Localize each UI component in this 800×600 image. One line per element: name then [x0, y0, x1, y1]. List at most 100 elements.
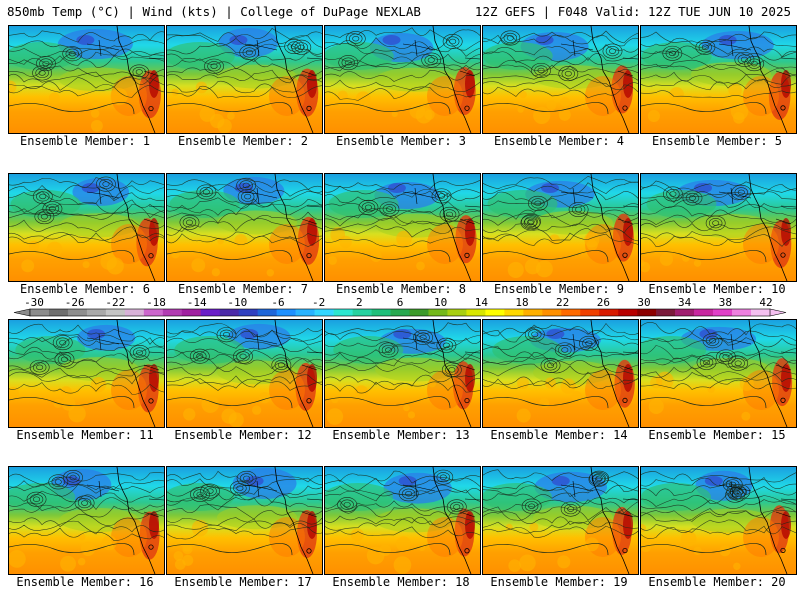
ensemble-map-panel	[166, 25, 323, 134]
colorbar-tick-label: -2	[312, 296, 325, 309]
ensemble-member-label: Ensemble Member: 19	[490, 575, 628, 589]
colorbar-tick-label: -14	[187, 296, 207, 309]
ensemble-member-label: Ensemble Member: 9	[493, 282, 625, 296]
colorbar-swatch	[67, 309, 88, 316]
colorbar-tick-label: 30	[637, 296, 650, 309]
ensemble-map-panel	[166, 319, 323, 428]
colorbar-tick-label: -6	[271, 296, 284, 309]
temperature-wind-map	[325, 26, 480, 133]
colorbar-tick-label: 42	[759, 296, 772, 309]
temperature-wind-map	[641, 320, 796, 427]
colorbar-left-arrow	[13, 308, 31, 317]
colorbar-swatch	[580, 309, 600, 316]
colorbar-swatch	[732, 309, 752, 316]
ensemble-map-panel	[8, 173, 165, 282]
colorbar-swatch	[523, 309, 543, 316]
colorbar-swatch	[143, 309, 164, 316]
colorbar-swatch	[504, 309, 524, 316]
colorbar-swatch	[656, 309, 676, 316]
colorbar-swatch	[428, 309, 448, 316]
ensemble-member-label: Ensemble Member: 3	[335, 134, 467, 148]
temperature-wind-map	[483, 320, 638, 427]
ensemble-member-label: Ensemble Member: 15	[648, 428, 786, 442]
ensemble-member-label: Ensemble Member: 7	[177, 282, 309, 296]
ensemble-map-panel	[482, 173, 639, 282]
colorbar-swatch	[371, 309, 391, 316]
temperature-wind-map	[325, 320, 480, 427]
ensemble-map-panel	[324, 466, 481, 575]
colorbar-tick-label: 18	[515, 296, 528, 309]
colorbar-swatch	[751, 309, 771, 316]
colorbar-swatch	[48, 309, 69, 316]
colorbar-tick-label: 10	[434, 296, 447, 309]
colorbar-swatch	[447, 309, 467, 316]
header-right-title: 12Z GEFS | F048 Valid: 12Z TUE JUN 10 20…	[474, 4, 791, 19]
colorbar-swatch	[390, 309, 410, 316]
ensemble-map-panel	[166, 173, 323, 282]
temperature-wind-map	[641, 26, 796, 133]
colorbar-swatch	[675, 309, 695, 316]
temperature-wind-map	[9, 467, 164, 574]
ensemble-member-label: Ensemble Member: 10	[648, 282, 786, 296]
temperature-wind-map	[483, 174, 638, 281]
colorbar-swatch	[295, 309, 315, 316]
ensemble-member-label: Ensemble Member: 2	[177, 134, 309, 148]
temperature-wind-map	[167, 320, 322, 427]
ensemble-map-panel	[482, 319, 639, 428]
temperature-colorbar: -30 -26 -22 -18 -14 -10 -6 -2 2 6 10 14 18 22 26 30 34 38…	[13, 296, 787, 317]
ensemble-map-panel	[640, 319, 797, 428]
colorbar-right-arrow	[769, 308, 787, 317]
colorbar-swatch	[219, 309, 240, 316]
ensemble-map-panel	[640, 466, 797, 575]
ensemble-member-label: Ensemble Member: 17	[174, 575, 312, 589]
temperature-wind-map	[167, 174, 322, 281]
colorbar-swatch	[105, 309, 126, 316]
colorbar-swatch	[599, 309, 619, 316]
colorbar-swatch	[200, 309, 221, 316]
colorbar-swatch	[409, 309, 429, 316]
ensemble-map-panel	[324, 25, 481, 134]
colorbar-tick-label: -22	[105, 296, 125, 309]
ensemble-member-label: Ensemble Member: 12	[174, 428, 312, 442]
ensemble-map-panel	[8, 25, 165, 134]
temperature-wind-map	[167, 467, 322, 574]
ensemble-member-label: Ensemble Member: 4	[493, 134, 625, 148]
temperature-wind-map	[483, 26, 638, 133]
colorbar-swatch	[162, 309, 183, 316]
ensemble-map-panel	[640, 173, 797, 282]
colorbar-tick-label: -18	[146, 296, 166, 309]
colorbar-swatch	[314, 309, 334, 316]
colorbar-tick-label: 22	[556, 296, 569, 309]
colorbar-swatch	[542, 309, 562, 316]
colorbar-tick-label: -26	[65, 296, 85, 309]
ensemble-map-panel	[8, 319, 165, 428]
ensemble-map-panel	[8, 466, 165, 575]
temperature-wind-map	[325, 174, 480, 281]
colorbar-swatch	[333, 309, 353, 316]
colorbar-swatch	[276, 309, 296, 316]
ensemble-map-panel	[482, 466, 639, 575]
colorbar-swatch	[30, 309, 50, 316]
colorbar-swatch	[713, 309, 733, 316]
temperature-wind-map	[9, 174, 164, 281]
ensemble-member-label: Ensemble Member: 13	[332, 428, 470, 442]
ensemble-member-label: Ensemble Member: 16	[16, 575, 154, 589]
ensemble-map-panel	[324, 173, 481, 282]
temperature-wind-map	[9, 26, 164, 133]
colorbar-tick-label: 2	[356, 296, 363, 309]
temperature-wind-map	[641, 467, 796, 574]
colorbar-swatch	[618, 309, 638, 316]
colorbar-swatch	[694, 309, 714, 316]
colorbar-tick-label: -30	[24, 296, 44, 309]
colorbar-swatch	[466, 309, 486, 316]
colorbar-swatch	[257, 309, 277, 316]
ensemble-map-panel	[482, 25, 639, 134]
ensemble-member-label: Ensemble Member: 11	[16, 428, 154, 442]
colorbar-tick-label: -10	[227, 296, 247, 309]
colorbar-swatch	[637, 309, 657, 316]
colorbar-swatch	[352, 309, 372, 316]
colorbar-swatch	[238, 309, 258, 316]
colorbar-tick-label: 26	[597, 296, 610, 309]
temperature-wind-map	[325, 467, 480, 574]
ensemble-member-label: Ensemble Member: 6	[19, 282, 151, 296]
